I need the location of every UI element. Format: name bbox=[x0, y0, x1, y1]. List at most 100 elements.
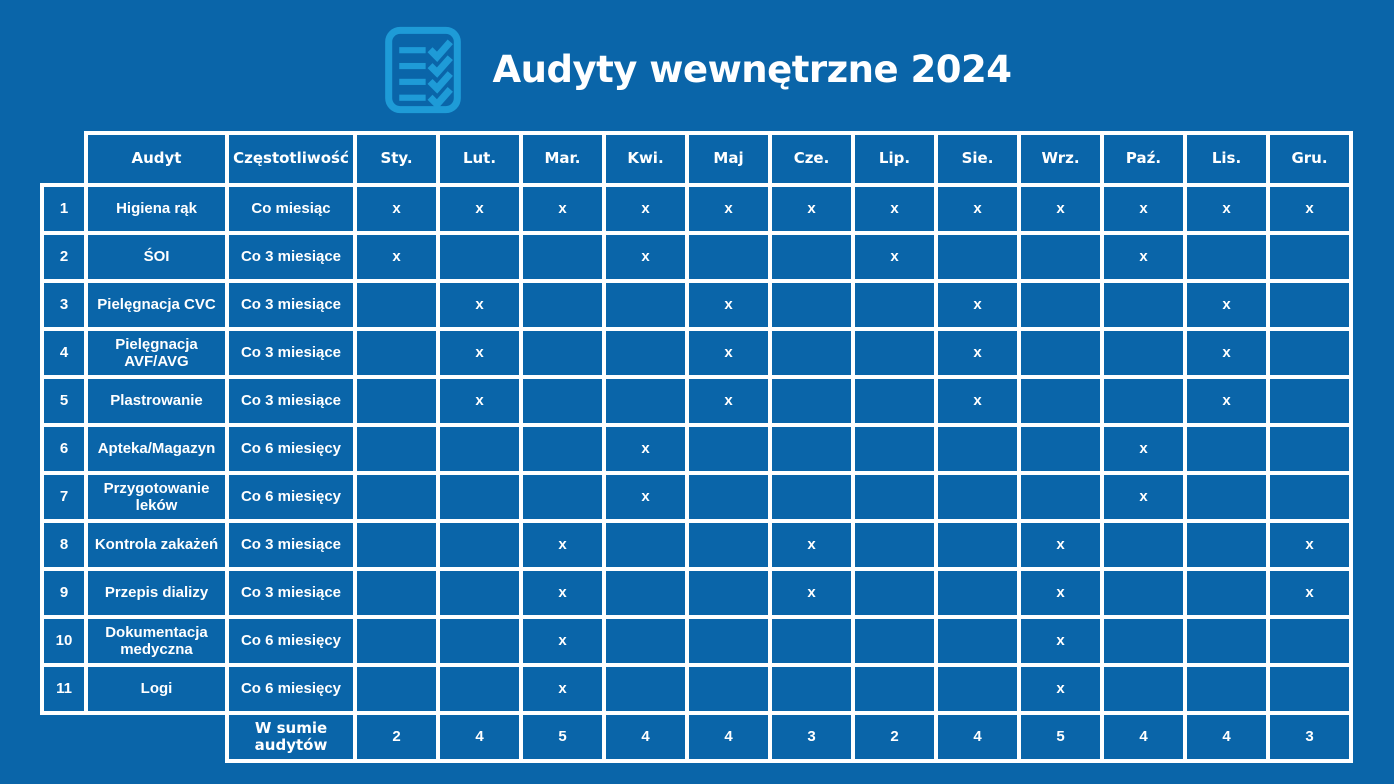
month-header-7: Lip. bbox=[851, 131, 938, 187]
summary-label-cell: W sumie audytów bbox=[225, 711, 357, 763]
month-mark-cell bbox=[1266, 663, 1353, 715]
month-mark-cell bbox=[851, 519, 938, 571]
month-mark-cell bbox=[685, 567, 772, 619]
month-mark-cell bbox=[851, 375, 938, 427]
row-number-cell: 11 bbox=[40, 663, 88, 715]
audit-name-cell: Apteka/Magazyn bbox=[84, 423, 229, 475]
audit-name-cell: Przygotowanie leków bbox=[84, 471, 229, 523]
frequency-cell: Co 6 miesięcy bbox=[225, 663, 357, 715]
month-mark-cell: x bbox=[436, 279, 523, 331]
month-mark-cell: x bbox=[685, 327, 772, 379]
month-mark-cell bbox=[685, 231, 772, 283]
month-mark-cell bbox=[1183, 567, 1270, 619]
summary-total-cell: 3 bbox=[1266, 711, 1353, 763]
row-number-cell: 6 bbox=[40, 423, 88, 475]
frequency-cell: Co 3 miesiące bbox=[225, 279, 357, 331]
frequency-cell: Co 3 miesiące bbox=[225, 231, 357, 283]
table-row: 6 Apteka/Magazyn Co 6 miesięcy x x bbox=[40, 423, 1353, 475]
summary-total-cell: 2 bbox=[353, 711, 440, 763]
month-mark-cell: x bbox=[685, 183, 772, 235]
audit-column-header: Audyt bbox=[84, 131, 229, 187]
month-mark-cell bbox=[436, 423, 523, 475]
audit-name-cell: Pielęgnacja CVC bbox=[84, 279, 229, 331]
month-mark-cell: x bbox=[353, 231, 440, 283]
frequency-cell: Co 6 miesięcy bbox=[225, 471, 357, 523]
month-mark-cell bbox=[1100, 615, 1187, 667]
month-mark-cell bbox=[519, 471, 606, 523]
frequency-cell: Co 3 miesiące bbox=[225, 567, 357, 619]
summary-total-cell: 4 bbox=[685, 711, 772, 763]
month-header-11: Lis. bbox=[1183, 131, 1270, 187]
month-mark-cell: x bbox=[436, 327, 523, 379]
month-mark-cell bbox=[353, 471, 440, 523]
month-mark-cell bbox=[851, 423, 938, 475]
month-mark-cell bbox=[851, 663, 938, 715]
table-row: 3 Pielęgnacja CVC Co 3 miesiące x x x x bbox=[40, 279, 1353, 331]
month-mark-cell bbox=[1100, 567, 1187, 619]
month-mark-cell bbox=[353, 567, 440, 619]
month-mark-cell bbox=[1266, 279, 1353, 331]
month-mark-cell: x bbox=[602, 471, 689, 523]
month-mark-cell bbox=[1017, 279, 1104, 331]
month-mark-cell bbox=[602, 279, 689, 331]
summary-spacer bbox=[42, 713, 227, 761]
month-mark-cell bbox=[1183, 423, 1270, 475]
row-number-cell: 10 bbox=[40, 615, 88, 667]
month-mark-cell: x bbox=[1017, 183, 1104, 235]
month-mark-cell bbox=[934, 471, 1021, 523]
month-mark-cell bbox=[851, 567, 938, 619]
summary-total-cell: 4 bbox=[1100, 711, 1187, 763]
month-mark-cell: x bbox=[934, 327, 1021, 379]
month-mark-cell bbox=[1266, 423, 1353, 475]
row-number-cell: 7 bbox=[40, 471, 88, 523]
month-mark-cell: x bbox=[685, 375, 772, 427]
month-mark-cell: x bbox=[1017, 663, 1104, 715]
frequency-cell: Co 3 miesiące bbox=[225, 327, 357, 379]
row-number-cell: 1 bbox=[40, 183, 88, 235]
month-mark-cell bbox=[519, 375, 606, 427]
month-mark-cell bbox=[602, 663, 689, 715]
frequency-cell: Co 6 miesięcy bbox=[225, 615, 357, 667]
frequency-column-header: Częstotliwość bbox=[225, 131, 357, 187]
month-mark-cell bbox=[1266, 615, 1353, 667]
row-number-cell: 3 bbox=[40, 279, 88, 331]
month-mark-cell: x bbox=[1017, 519, 1104, 571]
month-mark-cell bbox=[1017, 231, 1104, 283]
month-mark-cell: x bbox=[436, 183, 523, 235]
month-mark-cell bbox=[851, 615, 938, 667]
month-mark-cell: x bbox=[851, 183, 938, 235]
month-mark-cell bbox=[934, 615, 1021, 667]
month-mark-cell bbox=[768, 279, 855, 331]
month-mark-cell bbox=[934, 663, 1021, 715]
table-row: 5 Plastrowanie Co 3 miesiące x x x x bbox=[40, 375, 1353, 427]
month-mark-cell bbox=[851, 471, 938, 523]
month-mark-cell bbox=[1100, 519, 1187, 571]
month-mark-cell bbox=[436, 663, 523, 715]
audit-name-cell: Przepis dializy bbox=[84, 567, 229, 619]
audit-name-cell: Logi bbox=[84, 663, 229, 715]
month-header-5: Maj bbox=[685, 131, 772, 187]
month-header-9: Wrz. bbox=[1017, 131, 1104, 187]
month-mark-cell bbox=[768, 615, 855, 667]
month-mark-cell: x bbox=[768, 183, 855, 235]
month-mark-cell bbox=[436, 615, 523, 667]
month-mark-cell bbox=[768, 375, 855, 427]
summary-total-cell: 4 bbox=[436, 711, 523, 763]
table-header-row: Audyt Częstotliwość Sty. Lut. Mar. Kwi. Maj Cze… bbox=[42, 131, 1353, 187]
corner-spacer bbox=[42, 133, 86, 185]
table-body: 1 Higiena rąk Co miesiąc x x x x x x x x x x x x 2 ŚOI Co… bbox=[40, 183, 1353, 763]
schedule-wrap: Audyt Częstotliwość Sty. Lut. Mar. Kwi. Maj Cze… bbox=[40, 131, 1353, 763]
month-mark-cell bbox=[436, 231, 523, 283]
audit-name-cell: Dokumentacja medyczna bbox=[84, 615, 229, 667]
month-mark-cell bbox=[1266, 471, 1353, 523]
month-mark-cell: x bbox=[685, 279, 772, 331]
table-row: 2 ŚOI Co 3 miesiące x x x x bbox=[40, 231, 1353, 283]
row-number-cell: 4 bbox=[40, 327, 88, 379]
month-mark-cell: x bbox=[519, 567, 606, 619]
month-mark-cell bbox=[934, 423, 1021, 475]
month-mark-cell bbox=[851, 327, 938, 379]
summary-total-cell: 4 bbox=[602, 711, 689, 763]
month-mark-cell bbox=[602, 615, 689, 667]
month-mark-cell bbox=[1183, 663, 1270, 715]
month-header-8: Sie. bbox=[934, 131, 1021, 187]
